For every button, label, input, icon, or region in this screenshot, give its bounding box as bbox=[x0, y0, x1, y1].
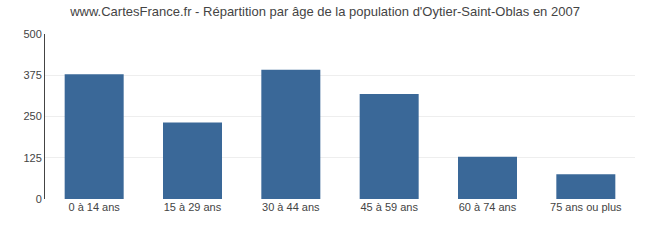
svg-text:500: 500 bbox=[23, 28, 41, 40]
svg-text:0 à 14 ans: 0 à 14 ans bbox=[68, 201, 120, 213]
svg-text:250: 250 bbox=[23, 110, 41, 122]
svg-text:30 à 44 ans: 30 à 44 ans bbox=[262, 201, 320, 213]
svg-text:0: 0 bbox=[36, 193, 42, 205]
svg-text:45 à 59 ans: 45 à 59 ans bbox=[360, 201, 418, 213]
svg-text:15 à 29 ans: 15 à 29 ans bbox=[164, 201, 222, 213]
svg-text:75 ans ou plus: 75 ans ou plus bbox=[550, 201, 622, 213]
svg-text:www.CartesFrance.fr - Répartit: www.CartesFrance.fr - Répartition par âg… bbox=[69, 4, 580, 19]
svg-text:125: 125 bbox=[23, 152, 41, 164]
svg-text:375: 375 bbox=[23, 69, 41, 81]
svg-text:60 à 74 ans: 60 à 74 ans bbox=[459, 201, 517, 213]
